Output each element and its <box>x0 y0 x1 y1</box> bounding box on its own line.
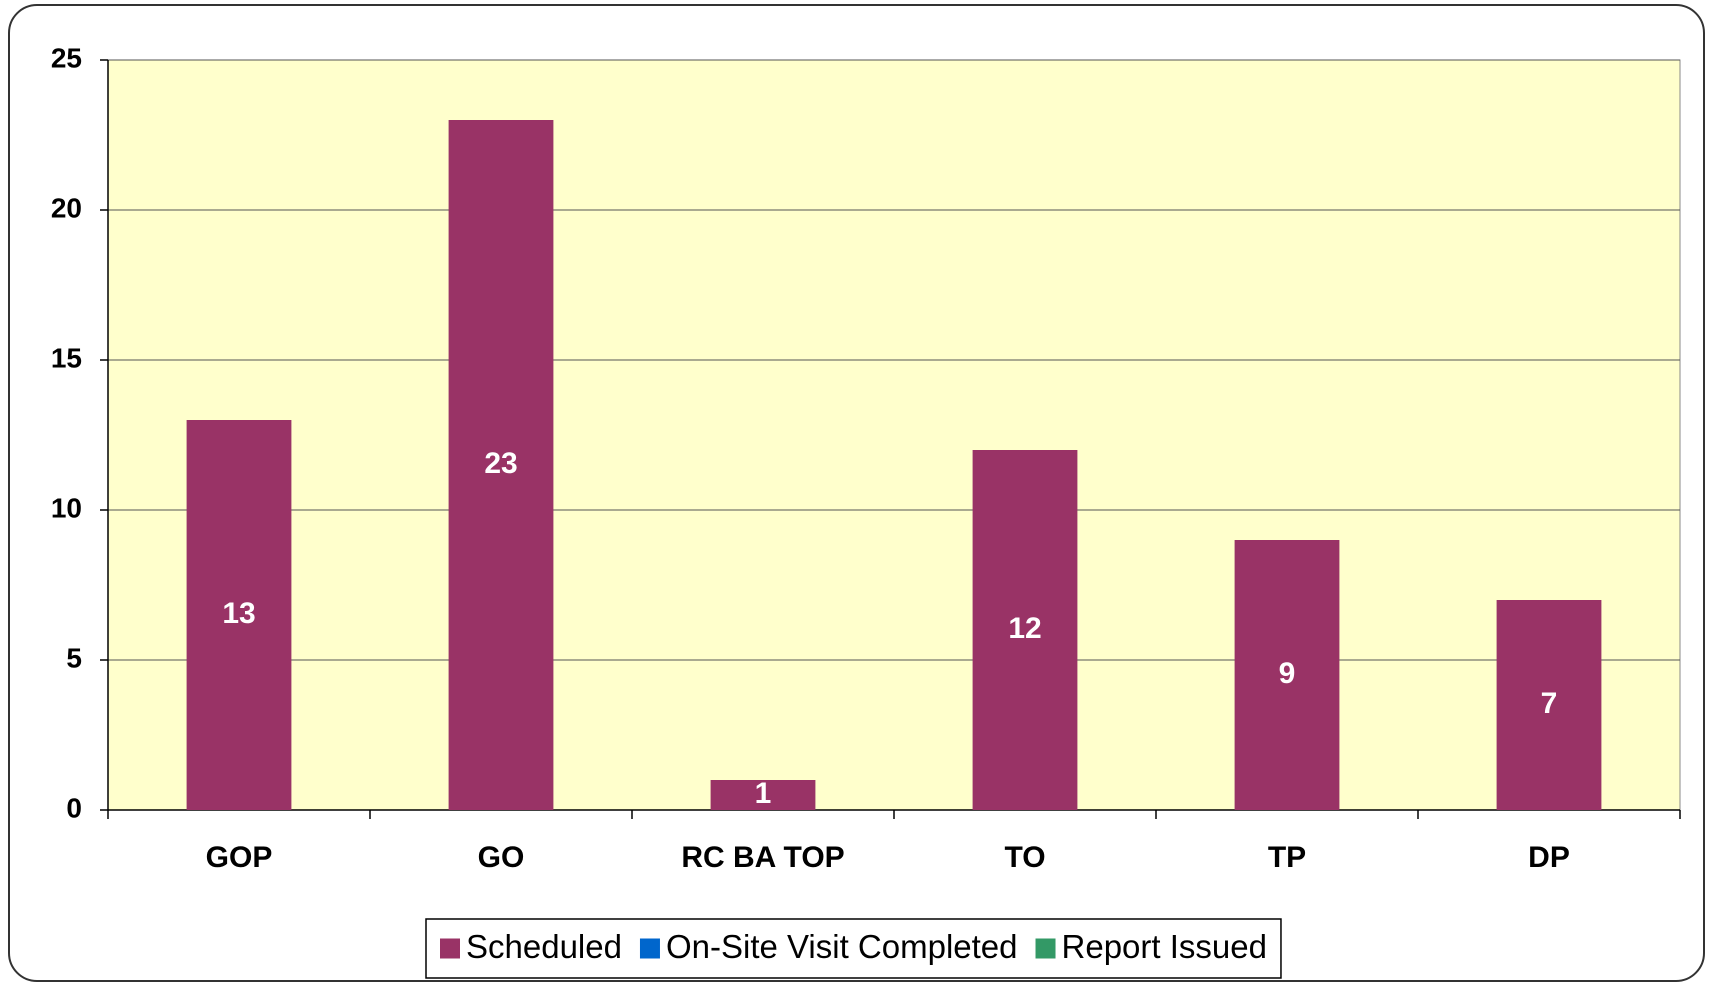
data-label: 1 <box>755 777 772 810</box>
y-tick-label: 5 <box>66 642 82 673</box>
x-tick-label: TP <box>1268 841 1306 874</box>
x-tick-label: RC BA TOP <box>681 841 844 874</box>
y-tick-label: 0 <box>66 792 82 823</box>
x-tick-label: GOP <box>206 841 273 874</box>
legend-swatch <box>440 938 460 959</box>
x-tick-label: DP <box>1528 841 1570 874</box>
legend <box>425 918 1282 979</box>
bar <box>186 420 292 810</box>
x-tick-label: GO <box>478 841 525 874</box>
legend-label: Scheduled <box>466 928 622 965</box>
legend-swatch <box>639 938 660 959</box>
data-label: 9 <box>1279 657 1296 690</box>
bar <box>448 120 554 810</box>
legend-label: On-Site Visit Completed <box>666 928 1018 965</box>
legend-label: Report Issued <box>1062 928 1267 965</box>
y-tick-label: 25 <box>51 42 82 73</box>
y-tick-label: 10 <box>51 492 82 523</box>
x-tick-label: TO <box>1004 841 1045 874</box>
bar <box>710 780 816 810</box>
data-label: 13 <box>222 597 255 630</box>
y-tick-label: 20 <box>51 192 82 223</box>
data-label: 23 <box>484 447 517 480</box>
bar <box>1234 540 1340 810</box>
bar <box>972 450 1078 810</box>
data-label: 12 <box>1008 612 1041 645</box>
legend-swatch <box>1035 938 1056 959</box>
plot-area <box>107 59 1681 811</box>
data-label: 7 <box>1541 687 1558 720</box>
y-tick-label: 15 <box>51 342 82 373</box>
bar <box>1496 600 1602 810</box>
